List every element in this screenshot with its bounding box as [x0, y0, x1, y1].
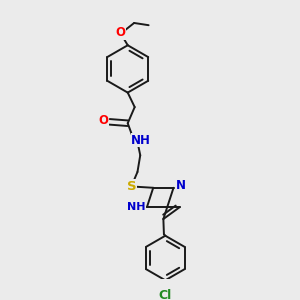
- Text: S: S: [127, 180, 136, 193]
- Text: O: O: [98, 115, 109, 128]
- Text: NH: NH: [127, 202, 146, 212]
- Text: O: O: [116, 26, 126, 40]
- Text: Cl: Cl: [159, 289, 172, 300]
- Text: NH: NH: [131, 134, 151, 147]
- Text: N: N: [176, 179, 185, 192]
